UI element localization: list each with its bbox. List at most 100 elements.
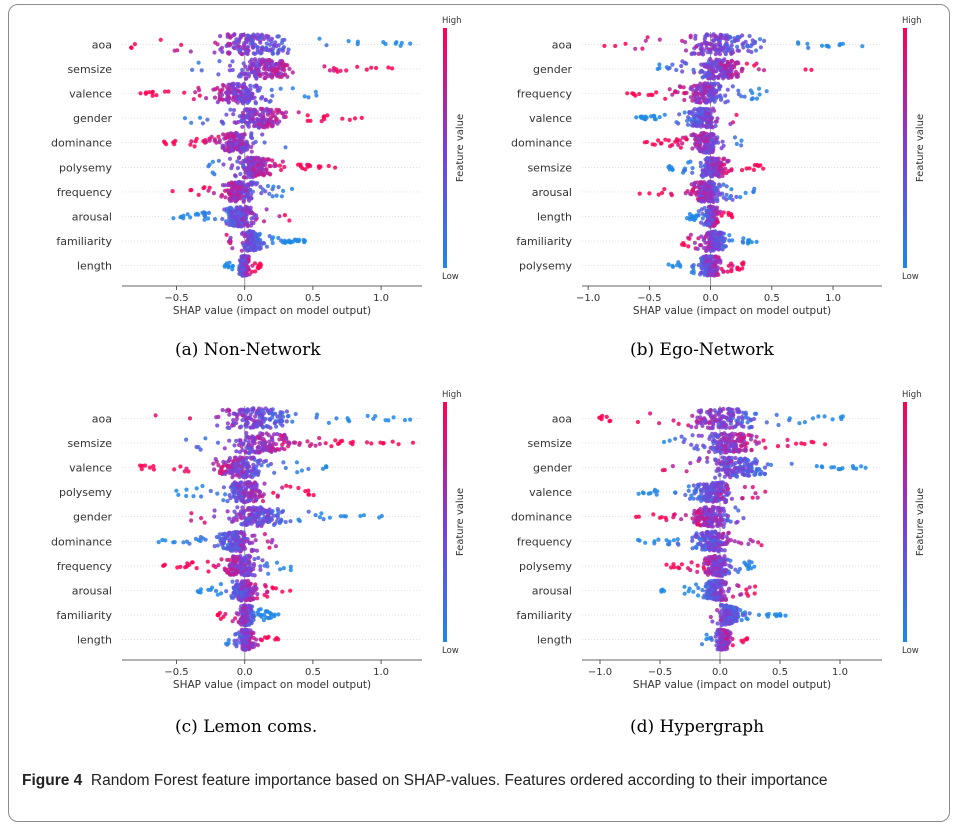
shap-point (222, 446, 227, 451)
beeswarm-aoa (153, 406, 413, 430)
shap-point (218, 34, 223, 39)
shap-point (208, 488, 213, 494)
shap-point (669, 193, 674, 198)
shap-point (205, 559, 210, 564)
shap-point (256, 450, 261, 455)
shap-point (237, 44, 243, 49)
shap-point (323, 441, 328, 446)
shap-point (240, 124, 245, 129)
shap-point (249, 149, 254, 154)
shap-point (602, 43, 607, 48)
shap-point (758, 45, 763, 50)
shap-point (241, 512, 246, 517)
shap-point (724, 184, 729, 189)
shap-point (321, 517, 326, 522)
shap-point (294, 239, 300, 244)
chart-a: aoasemsizevalencegenderdominancepolysemy… (51, 16, 466, 317)
shap-point (699, 260, 704, 265)
shap-point (708, 212, 713, 217)
shap-point (187, 541, 192, 546)
shap-point (730, 263, 735, 268)
shap-point (229, 147, 234, 152)
shap-point (223, 195, 228, 200)
shap-point (272, 163, 277, 169)
shap-point (239, 539, 244, 544)
shap-point (383, 418, 388, 423)
shap-point (327, 515, 332, 520)
shap-point (271, 411, 276, 416)
shap-point (237, 546, 242, 551)
shap-point (701, 48, 706, 53)
shap-point (206, 188, 211, 193)
shap-point (245, 183, 250, 188)
shap-point (712, 238, 717, 244)
feature-label: semsize (67, 437, 112, 450)
shap-point (275, 447, 280, 452)
beeswarm-polysemy (206, 155, 338, 180)
shap-point (715, 171, 720, 176)
shap-point (182, 90, 187, 95)
shap-point (727, 195, 732, 201)
shap-point (408, 417, 413, 422)
shap-point (314, 93, 319, 98)
shap-point (191, 97, 196, 102)
shap-point (234, 438, 239, 443)
shap-point (274, 116, 279, 121)
shap-point (213, 564, 218, 570)
shap-point (707, 254, 712, 259)
x-axis-label: SHAP value (impact on model output) (173, 305, 371, 317)
shap-point (240, 585, 245, 590)
shap-point (221, 162, 226, 167)
shap-point (331, 68, 336, 73)
shap-point (718, 209, 723, 214)
shap-point (270, 93, 275, 98)
beeswarm-frequency (161, 553, 293, 578)
shap-point (244, 96, 250, 101)
shap-point (738, 195, 743, 200)
shap-point (698, 164, 703, 169)
x-tick-label: 0.0 (237, 293, 253, 304)
shap-point (365, 413, 370, 418)
shap-point (270, 240, 275, 246)
shap-point (695, 246, 700, 251)
shap-point (259, 412, 264, 417)
shap-point (175, 565, 180, 570)
shap-point (281, 460, 286, 465)
shap-point (699, 68, 704, 73)
shap-point (199, 494, 204, 499)
shap-point (386, 65, 391, 70)
shap-point (228, 35, 233, 40)
shap-point (270, 119, 275, 124)
shap-point (239, 184, 244, 189)
shap-point (239, 516, 244, 521)
shap-point (222, 566, 227, 571)
shap-point (200, 483, 205, 489)
shap-point (201, 186, 206, 191)
shap-point (709, 148, 714, 153)
shap-point (736, 88, 741, 93)
shap-point (253, 493, 258, 498)
shap-point (761, 68, 767, 73)
shap-point (176, 492, 181, 497)
shap-point (743, 190, 748, 195)
shap-point (723, 52, 728, 57)
shap-point (189, 120, 194, 125)
shap-point (652, 113, 657, 119)
shap-point (239, 480, 244, 485)
shap-point (723, 67, 728, 72)
shap-point (278, 419, 283, 424)
shap-point (254, 75, 259, 80)
shap-point (268, 109, 273, 114)
shap-point (240, 139, 245, 144)
shap-point (283, 465, 288, 471)
shap-point (241, 565, 246, 570)
shap-point (721, 239, 726, 244)
shap-point (230, 555, 235, 561)
shap-point (270, 158, 275, 163)
shap-point (219, 45, 225, 50)
shap-point (239, 51, 244, 57)
shap-point (233, 496, 238, 501)
shap-point (196, 192, 201, 197)
shap-point (734, 74, 739, 79)
shap-point (228, 496, 233, 501)
